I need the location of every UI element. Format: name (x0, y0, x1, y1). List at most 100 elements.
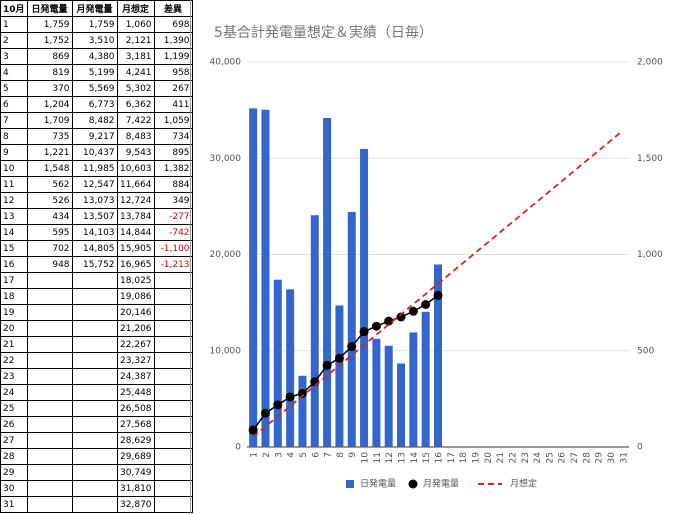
table-cell: -1,213 (153, 256, 193, 273)
table-cell: 2,121 (116, 32, 155, 49)
point (408, 306, 418, 316)
table-cell: 5,302 (116, 80, 155, 97)
bar (397, 363, 406, 447)
line (252, 294, 439, 431)
y-tick-label: 20,000 (210, 250, 242, 260)
table-cell: 1 (0, 16, 28, 33)
x-tick-label: 26 (558, 452, 568, 464)
table-cell: 526 (26, 192, 73, 209)
table-row: 8 735 9,217 8,483 734 (0, 128, 193, 145)
table-cell: 1,759 (26, 16, 73, 33)
table-cell: 734 (153, 128, 193, 145)
table-cell: 3 (0, 48, 28, 65)
table-cell: -1,100 (153, 240, 193, 257)
table-cell (71, 448, 118, 465)
table-cell: 7 (0, 112, 28, 129)
table-cell (153, 304, 193, 321)
table-cell: 15 (0, 240, 28, 257)
table-cell: 411 (153, 96, 193, 113)
legend-swatch (408, 479, 418, 489)
point (322, 360, 332, 370)
x-tick-label: 13 (398, 452, 408, 463)
table-row: 31 32,870 (0, 496, 193, 513)
table-row: 9 1,221 10,437 9,543 895 (0, 144, 193, 161)
table-cell: 9,543 (116, 144, 155, 161)
table-cell (26, 400, 73, 417)
x-tick-label: 7 (324, 452, 334, 458)
table-cell: 16 (0, 256, 28, 273)
table-cell: 2 (0, 32, 28, 49)
table-cell: 14,103 (71, 224, 118, 241)
table-cell: 5,199 (71, 64, 118, 81)
x-tick-label: 21 (496, 452, 506, 463)
table-cell (26, 496, 73, 513)
table-row: 4 819 5,199 4,241 958 (0, 64, 193, 81)
table-cell: 9,217 (71, 128, 118, 145)
bar (261, 109, 270, 448)
table-cell (71, 400, 118, 417)
table-cell: 8 (0, 128, 28, 145)
bar (298, 375, 307, 447)
table-row: 30 31,810 (0, 480, 193, 497)
x-tick-label: 2 (262, 452, 272, 458)
table-cell: 15,905 (116, 240, 155, 257)
y-tick-label: 2,000 (637, 58, 663, 68)
table-cell: 3,510 (71, 32, 118, 49)
x-tick-label: 14 (410, 452, 420, 464)
table-cell: 14 (0, 224, 28, 241)
table-cell: 12 (0, 192, 28, 209)
x-tick-label: 23 (521, 452, 531, 463)
table-cell (26, 352, 73, 369)
x-tick-label: 27 (570, 452, 580, 463)
bar (360, 149, 369, 447)
table-cell (153, 496, 193, 513)
x-tick-label: 15 (422, 452, 432, 463)
bar (286, 289, 295, 447)
table-cell: 31 (0, 496, 28, 513)
table-cell: 1,199 (153, 48, 193, 65)
bar (384, 345, 393, 447)
chart: 5基合計発電量想定＆実績（日毎） 0 10,000 20,000 30,000 40,0… (190, 0, 663, 514)
table-cell (71, 464, 118, 481)
point (248, 425, 258, 435)
table-row: 27 28,629 (0, 432, 193, 449)
table-cell (153, 352, 193, 369)
table-cell (153, 464, 193, 481)
x-tick-label: 20 (484, 452, 494, 464)
table-cell (26, 432, 73, 449)
y-tick-label: 10,000 (210, 346, 242, 356)
table-cell (71, 288, 118, 305)
x-tick-label: 5 (299, 452, 309, 458)
table-cell (153, 400, 193, 417)
table-cell: 349 (153, 192, 193, 209)
table-cell (26, 416, 73, 433)
bar (434, 264, 442, 447)
bar (323, 118, 332, 447)
table-cell: 18 (0, 288, 28, 305)
point (297, 388, 307, 398)
bar (335, 305, 344, 447)
point (285, 392, 295, 402)
table-cell: 6 (0, 96, 28, 113)
x-tick-label: 11 (373, 452, 383, 463)
table-cell: 735 (26, 128, 73, 145)
table-cell (153, 368, 193, 385)
table-row: 24 25,448 (0, 384, 193, 401)
table-cell (153, 288, 193, 305)
table-row: 5 370 5,569 5,302 267 (0, 80, 193, 97)
table-cell: 27 (0, 432, 28, 449)
table-cell: 895 (153, 144, 193, 161)
line (252, 129, 624, 438)
table-cell: 9 (0, 144, 28, 161)
table-cell (153, 320, 193, 337)
table-cell: 12,547 (71, 176, 118, 193)
table-cell: 1,390 (153, 32, 193, 49)
table-row: 14 595 14,103 14,844 -742 (0, 224, 193, 241)
table-row: 28 29,689 (0, 448, 193, 465)
table-cell (71, 304, 118, 321)
x-tick-label: 8 (336, 452, 346, 458)
table-cell (153, 480, 193, 497)
table-cell: 10,437 (71, 144, 118, 161)
table-cell: 958 (153, 64, 193, 81)
